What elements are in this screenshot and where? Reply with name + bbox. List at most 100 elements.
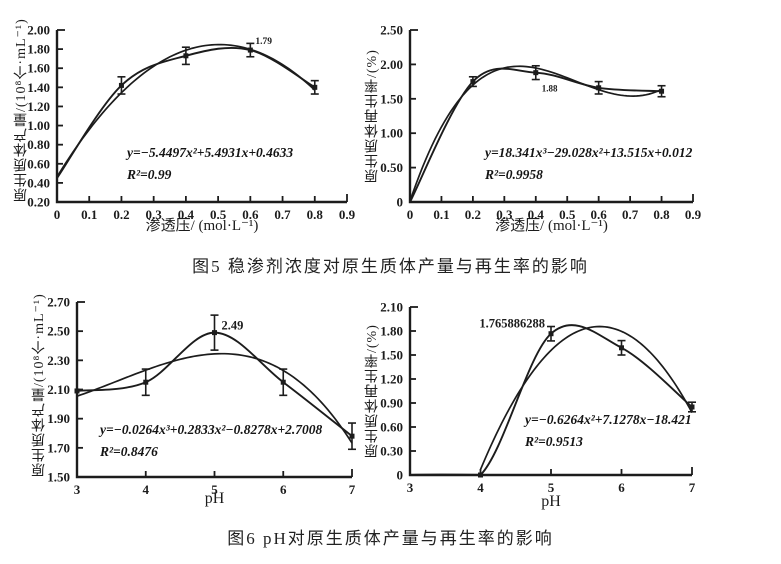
fitted-curve bbox=[409, 65, 662, 202]
plot-fig5-regeneration-rate: 0 0.50 1.00 1.50 2.00 2.50 0 0.1 0.2 0.3 0.4 0.5 0.6… bbox=[380, 23, 702, 223]
y-tick-label: 2.50 bbox=[47, 324, 70, 339]
x-tick-label: 7 bbox=[349, 482, 356, 497]
chart-fig6-regeneration-rate: 0 0.30 0.60 0.90 1.20 1.50 1.80 2.10 3 4 5 6 7 1.7658… bbox=[355, 290, 781, 524]
y-tick-label: 1.00 bbox=[380, 126, 403, 141]
fit-equation-block: y=−0.6264x²+7.1278x−18.421 R²=0.9513 bbox=[525, 409, 692, 453]
fit-equation-text: y=−5.4497x²+5.4931x+0.4633 bbox=[127, 145, 294, 160]
y-axis-label: 原生质体产量/(10⁸个·mL⁻¹) bbox=[32, 293, 47, 477]
data-point-marker bbox=[74, 388, 80, 394]
r-squared-text: R²=0.8476 bbox=[100, 444, 158, 459]
data-label: 1.79 bbox=[255, 37, 272, 47]
y-tick-label: 0.40 bbox=[27, 175, 50, 190]
y-tick-label: 2.00 bbox=[27, 23, 50, 38]
x-tick-label: 0.8 bbox=[653, 207, 670, 222]
data-point-marker bbox=[470, 79, 476, 85]
data-point-marker bbox=[280, 379, 286, 385]
data-label: 1.88 bbox=[542, 84, 558, 94]
r-squared-text: R²=0.9958 bbox=[485, 167, 543, 182]
y-tick-label: 0 bbox=[397, 468, 404, 483]
x-tick-label: 5 bbox=[211, 482, 218, 497]
x-tick-label: 0.6 bbox=[591, 207, 608, 222]
x-tick-label: 0.1 bbox=[433, 207, 449, 222]
y-axis-label: 原生质体再生率/(%) bbox=[365, 324, 380, 458]
x-tick-label: 5 bbox=[548, 480, 555, 495]
data-label: 2.49 bbox=[222, 319, 244, 333]
x-tick-label: 0.7 bbox=[622, 207, 639, 222]
x-tick-label: 4 bbox=[477, 480, 484, 495]
x-tick-label: 0.9 bbox=[685, 207, 702, 222]
y-tick-label: 0 bbox=[397, 195, 404, 210]
x-tick-label: 0.8 bbox=[307, 207, 324, 222]
fit-equation-text: y=−0.6264x²+7.1278x−18.421 bbox=[525, 412, 692, 427]
y-tick-label: 0.30 bbox=[380, 444, 403, 459]
data-point-marker bbox=[548, 331, 554, 337]
y-tick-label: 1.50 bbox=[380, 91, 403, 106]
x-tick-label: 0.5 bbox=[210, 207, 227, 222]
data-point-marker bbox=[619, 345, 624, 351]
y-tick-label: 0.20 bbox=[27, 195, 50, 210]
data-label: 1.765886288 bbox=[479, 317, 545, 331]
x-tick-label: 6 bbox=[618, 480, 625, 495]
data-point-marker bbox=[596, 85, 602, 91]
y-tick-label: 0.60 bbox=[380, 420, 403, 435]
y-axis-label: 原生质体再生率/(%) bbox=[365, 49, 380, 183]
y-tick-label: 1.50 bbox=[380, 348, 403, 363]
y-tick-label: 1.20 bbox=[27, 99, 50, 114]
r-squared-text: R²=0.99 bbox=[127, 167, 172, 182]
chart-fig6-protoplast-yield: 1.50 1.70 1.90 2.10 2.30 2.50 2.70 3 4 5 6 7 2.49 原生… bbox=[0, 290, 381, 524]
r-squared-text: R²=0.9513 bbox=[525, 434, 583, 449]
data-point-marker bbox=[118, 82, 124, 88]
x-tick-label: 0 bbox=[407, 207, 414, 222]
y-tick-label: 0.60 bbox=[27, 156, 50, 171]
y-tick-label: 2.10 bbox=[47, 382, 70, 397]
y-tick-label: 1.70 bbox=[47, 440, 70, 455]
chart-fig5-protoplast-yield: 0.20 0.40 0.60 0.80 1.00 1.20 1.40 1.60 1.80 2.00… bbox=[0, 6, 381, 248]
data-point-marker bbox=[478, 472, 483, 478]
y-tick-label: 2.50 bbox=[380, 23, 403, 38]
y-axis-label: 原生质体产量/(10⁸个·mL⁻¹) bbox=[14, 18, 29, 202]
y-tick-label: 1.20 bbox=[380, 372, 403, 387]
y-tick-label: 2.10 bbox=[380, 300, 403, 315]
y-tick-label: 2.70 bbox=[47, 295, 70, 310]
x-tick-label: 0 bbox=[54, 207, 61, 222]
fitted-curve bbox=[56, 43, 316, 178]
x-axis-label: 渗透压/ (mol·L⁻¹) bbox=[145, 218, 259, 234]
fit-equation-block: y=−5.4497x²+5.4931x+0.4633 R²=0.99 bbox=[127, 142, 293, 186]
x-tick-label: 0.4 bbox=[178, 207, 195, 222]
x-tick-label: 4 bbox=[143, 482, 150, 497]
x-tick-label: 0.1 bbox=[81, 207, 97, 222]
x-tick-label: 0.2 bbox=[465, 207, 481, 222]
figure6-caption: 图6 pH对原生质体产量与再生率的影响 bbox=[227, 529, 554, 548]
fit-equation-text: y=18.341x³−29.028x²+13.515x+0.012 bbox=[485, 145, 693, 160]
plot-fig5-protoplast-yield: 0.200.400.600.801.001.201.401.601.802.00… bbox=[27, 23, 355, 223]
x-tick-label: 0.2 bbox=[113, 207, 129, 222]
y-tick-label: 1.40 bbox=[27, 80, 50, 95]
x-axis-label: pH bbox=[541, 493, 561, 510]
data-point-marker bbox=[212, 330, 217, 336]
figure5-caption: 图5 稳渗剂浓度对原生质体产量与再生率的影响 bbox=[192, 257, 589, 276]
y-tick-label: 0.90 bbox=[380, 396, 403, 411]
x-tick-label: 0.5 bbox=[559, 207, 576, 222]
y-tick-label: 0.50 bbox=[380, 160, 403, 175]
data-point-marker bbox=[143, 379, 149, 385]
x-tick-label: 0.3 bbox=[496, 207, 513, 222]
x-tick-label: 3 bbox=[74, 482, 81, 497]
y-tick-label: 1.80 bbox=[380, 324, 403, 339]
data-point-marker bbox=[349, 433, 355, 439]
y-tick-label: 0.80 bbox=[27, 137, 50, 152]
y-tick-label: 1.90 bbox=[47, 411, 70, 426]
x-tick-label: 6 bbox=[280, 482, 287, 497]
x-axis-label: pH bbox=[204, 490, 225, 507]
y-tick-label: 1.80 bbox=[27, 42, 50, 57]
x-tick-label: 7 bbox=[689, 480, 696, 495]
y-tick-label: 1.60 bbox=[27, 61, 50, 76]
x-axis-label: 渗透压/ (mol·L⁻¹) bbox=[495, 218, 608, 234]
data-point-marker bbox=[533, 70, 539, 76]
x-tick-label: 0.4 bbox=[528, 207, 545, 222]
data-point-marker bbox=[659, 88, 665, 94]
x-tick-label: 0.7 bbox=[274, 207, 291, 222]
y-tick-label: 2.30 bbox=[47, 353, 70, 368]
data-point-marker bbox=[312, 84, 318, 90]
data-curve bbox=[409, 67, 662, 203]
